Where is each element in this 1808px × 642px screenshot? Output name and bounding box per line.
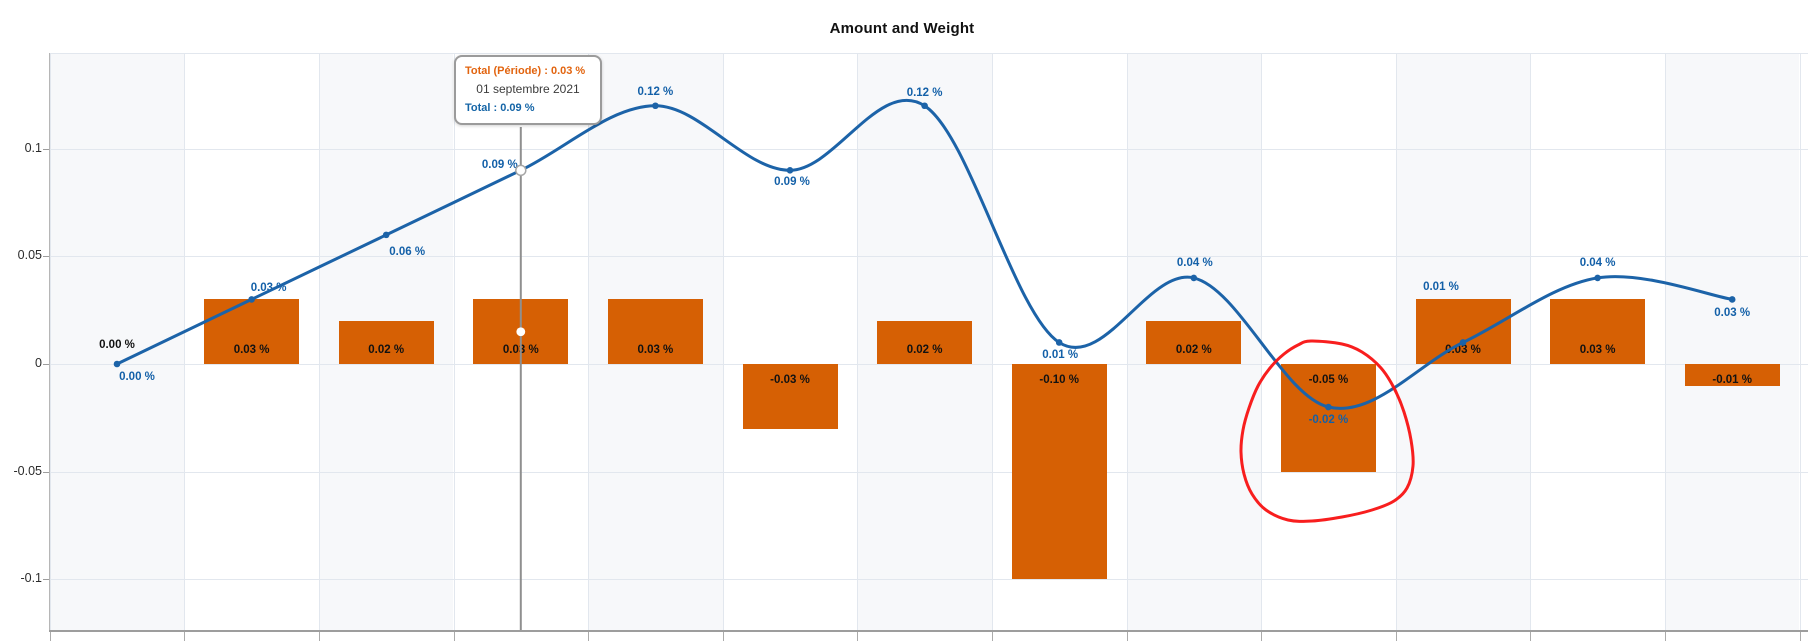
bar-value-label: 0.03 % <box>233 343 270 356</box>
bar[interactable] <box>1146 320 1242 364</box>
gridline-vertical <box>991 53 993 631</box>
line-value-label: 0.00 % <box>119 370 155 383</box>
line-value-label: 0.04 % <box>1176 257 1213 270</box>
category-stripe <box>1664 53 1800 631</box>
gridline-horizontal <box>49 579 1808 581</box>
x-axis-tick <box>49 632 51 641</box>
line-value-label: 0.09 % <box>481 158 518 171</box>
bar-value-label: 0.02 % <box>368 343 405 356</box>
x-axis-tick <box>318 632 320 641</box>
line-value-label: 0.03 % <box>1714 306 1751 319</box>
gridline-vertical <box>588 53 590 631</box>
x-axis-tick <box>184 632 186 641</box>
x-axis-tick <box>1664 632 1666 641</box>
bar-value-label: -0.03 % <box>770 373 810 386</box>
line-value-label: -0.02 % <box>1308 413 1349 426</box>
bar-value-label: 0.03 % <box>502 343 539 356</box>
tooltip: Total (Période) : 0.03 % 01 septembre 20… <box>454 55 602 125</box>
y-axis-label: 0.1 <box>24 140 42 155</box>
gridline-vertical <box>49 53 51 631</box>
bar-value-label: 0.02 % <box>1175 343 1212 356</box>
y-axis-tick <box>43 471 49 473</box>
x-axis-tick <box>588 632 590 641</box>
line-value-label: 0.03 % <box>250 281 287 294</box>
line-value-label: 0.12 % <box>906 87 943 100</box>
plot-top-border <box>49 53 1808 54</box>
bar[interactable] <box>877 320 973 364</box>
x-axis-tick <box>1261 632 1263 641</box>
line-value-label: 0.01 % <box>1042 348 1079 361</box>
x-axis-tick <box>1530 632 1532 641</box>
gridline-vertical <box>1664 53 1666 631</box>
gridline-vertical <box>1126 53 1128 631</box>
x-axis-line <box>49 630 1808 632</box>
category-stripe <box>1261 53 1396 631</box>
line-value-label: 0.12 % <box>637 86 674 99</box>
gridline-vertical <box>318 53 320 631</box>
gridline-vertical <box>1530 53 1532 631</box>
bar[interactable] <box>338 320 434 364</box>
gridline-horizontal <box>49 256 1808 258</box>
y-axis-label: 0.05 <box>17 248 42 263</box>
bar-value-label: 0.00 % <box>99 338 135 351</box>
x-axis-tick <box>1799 632 1801 641</box>
bar-value-label: 0.02 % <box>906 343 943 356</box>
x-axis-tick <box>453 632 455 641</box>
gridline-horizontal <box>49 364 1808 365</box>
gridline-vertical <box>1261 53 1263 631</box>
x-axis-tick <box>1395 632 1397 641</box>
y-axis-line <box>49 53 50 631</box>
y-axis-label: -0.05 <box>13 463 43 478</box>
x-axis-tick <box>722 632 724 641</box>
tooltip-line-series-value: Total : 0.09 % <box>465 102 535 114</box>
y-axis-label: 0 <box>35 356 42 370</box>
tooltip-date: 01 septembre 2021 <box>476 82 580 96</box>
x-axis-tick <box>857 632 859 641</box>
bar[interactable] <box>1011 364 1107 580</box>
x-axis-tick <box>991 632 993 641</box>
gridline-vertical <box>857 53 859 631</box>
y-axis-tick <box>43 256 49 258</box>
bar-value-label: 0.03 % <box>1445 343 1481 356</box>
tooltip-bar-series-value: Total (Période) : 0.03 % <box>465 65 586 77</box>
bar-value-label: -0.05 % <box>1308 373 1349 386</box>
bar-value-label: -0.01 % <box>1712 373 1752 386</box>
category-stripe <box>722 53 858 631</box>
gridline-horizontal <box>49 148 1808 150</box>
y-axis-tick <box>43 148 49 150</box>
gridline-vertical <box>722 53 724 631</box>
bar-value-label: 0.03 % <box>1579 343 1616 356</box>
gridline-vertical <box>453 53 455 631</box>
line-value-label: 0.04 % <box>1579 257 1616 270</box>
gridline-vertical <box>184 53 186 631</box>
bar-value-label: 0.03 % <box>637 343 674 356</box>
bar-value-label: -0.10 % <box>1039 373 1079 386</box>
gridline-vertical <box>1395 53 1397 631</box>
line-value-label: 0.09 % <box>774 175 810 188</box>
y-axis-label: -0.1 <box>20 571 42 586</box>
x-axis-tick <box>1126 632 1128 641</box>
y-axis-tick <box>43 579 49 581</box>
chart-title: Amount and Weight <box>829 20 975 37</box>
gridline-horizontal <box>49 471 1808 473</box>
y-axis-tick <box>43 364 49 365</box>
gridline-vertical <box>1799 53 1801 631</box>
line-value-label: 0.01 % <box>1423 280 1459 293</box>
line-value-label: 0.06 % <box>389 246 426 259</box>
